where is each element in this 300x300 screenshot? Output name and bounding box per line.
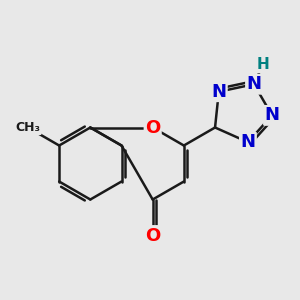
- Text: O: O: [145, 118, 160, 136]
- Text: N: N: [211, 83, 226, 101]
- Text: N: N: [240, 133, 255, 151]
- Text: O: O: [145, 226, 160, 244]
- Text: H: H: [256, 57, 269, 72]
- Text: N: N: [247, 75, 262, 93]
- Text: N: N: [265, 106, 280, 124]
- Text: CH₃: CH₃: [16, 121, 41, 134]
